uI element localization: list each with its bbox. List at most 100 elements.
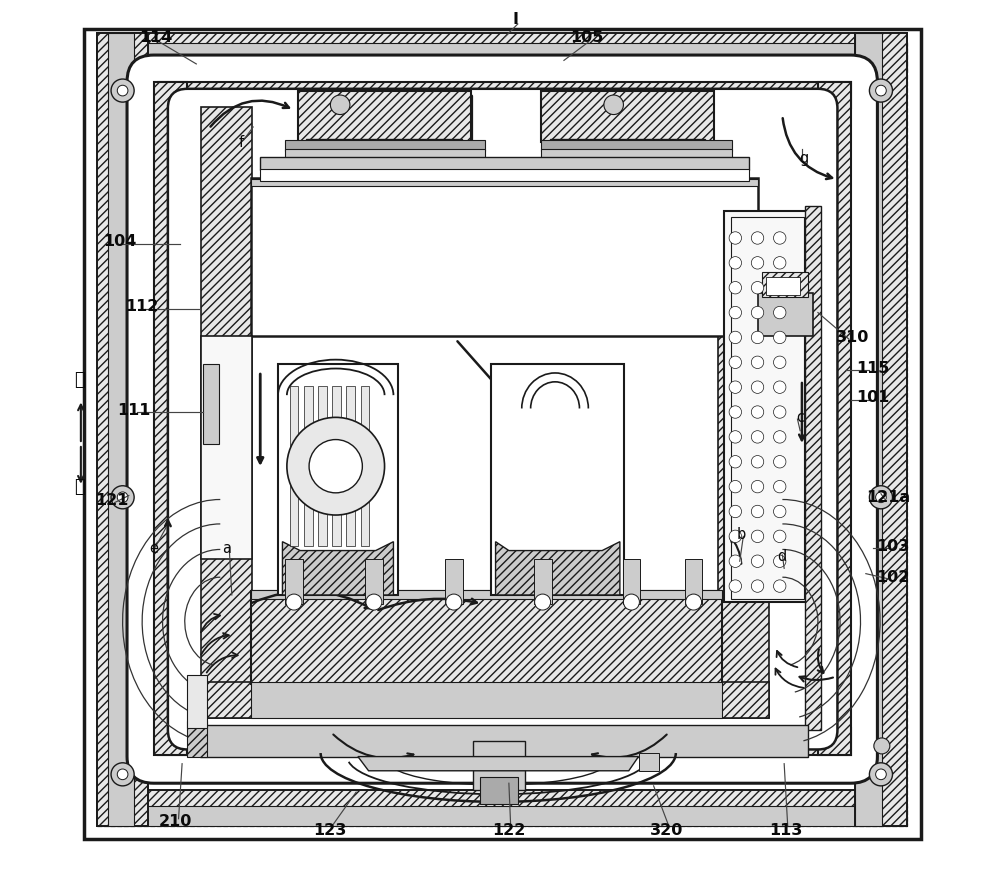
Circle shape <box>774 580 786 592</box>
Bar <box>201 682 769 718</box>
Circle shape <box>876 769 886 780</box>
Circle shape <box>774 257 786 269</box>
Bar <box>550 139 705 160</box>
Bar <box>762 272 808 297</box>
Text: I: I <box>512 12 518 27</box>
Bar <box>491 364 624 595</box>
Text: 114: 114 <box>139 30 172 44</box>
Circle shape <box>729 431 742 443</box>
Circle shape <box>729 381 742 393</box>
Polygon shape <box>358 757 639 771</box>
Bar <box>201 107 252 718</box>
Circle shape <box>774 456 786 468</box>
Bar <box>97 790 907 826</box>
Circle shape <box>729 331 742 344</box>
Text: 121a: 121a <box>866 490 910 504</box>
Polygon shape <box>158 82 851 108</box>
Circle shape <box>729 232 742 244</box>
Circle shape <box>686 594 702 610</box>
Circle shape <box>751 356 764 369</box>
Text: 121: 121 <box>95 494 129 508</box>
Bar <box>541 149 732 162</box>
Circle shape <box>751 555 764 567</box>
Circle shape <box>729 505 742 518</box>
Bar <box>97 33 148 826</box>
Text: 310: 310 <box>836 330 869 345</box>
Circle shape <box>751 456 764 468</box>
Circle shape <box>774 530 786 543</box>
Circle shape <box>751 232 764 244</box>
Circle shape <box>309 440 362 493</box>
Circle shape <box>774 331 786 344</box>
Bar <box>251 179 758 186</box>
Bar <box>97 43 907 72</box>
Bar <box>480 777 518 804</box>
Circle shape <box>604 95 623 115</box>
Bar <box>187 721 207 757</box>
Circle shape <box>366 594 382 610</box>
FancyBboxPatch shape <box>127 55 877 783</box>
Text: e: e <box>149 542 158 556</box>
Circle shape <box>117 769 128 780</box>
Polygon shape <box>496 542 620 595</box>
Polygon shape <box>818 82 851 755</box>
Text: 103: 103 <box>876 539 909 553</box>
Circle shape <box>729 456 742 468</box>
Circle shape <box>876 85 886 96</box>
Bar <box>361 386 369 546</box>
Bar <box>855 33 882 826</box>
Text: 122: 122 <box>492 823 526 837</box>
Circle shape <box>774 232 786 244</box>
Circle shape <box>774 555 786 567</box>
Text: 101: 101 <box>856 391 890 405</box>
Bar <box>251 682 722 718</box>
Text: 123: 123 <box>313 823 346 837</box>
Text: 上: 上 <box>75 371 85 389</box>
Polygon shape <box>154 82 187 755</box>
Circle shape <box>874 738 890 754</box>
FancyBboxPatch shape <box>168 89 837 749</box>
Circle shape <box>729 281 742 294</box>
Circle shape <box>774 406 786 418</box>
Bar <box>187 675 207 728</box>
Bar <box>298 91 471 142</box>
Bar <box>855 33 907 826</box>
Circle shape <box>869 763 892 786</box>
Bar <box>724 211 811 602</box>
Circle shape <box>535 594 551 610</box>
Bar <box>346 386 355 546</box>
Circle shape <box>876 492 886 503</box>
Text: 112: 112 <box>125 299 159 313</box>
Circle shape <box>774 281 786 294</box>
Circle shape <box>117 492 128 503</box>
Circle shape <box>729 555 742 567</box>
Bar <box>251 590 722 599</box>
Bar <box>278 364 398 595</box>
Circle shape <box>751 406 764 418</box>
Bar <box>473 741 525 790</box>
Circle shape <box>729 406 742 418</box>
Text: d: d <box>777 550 786 564</box>
Bar <box>318 386 327 546</box>
Text: b: b <box>737 527 746 542</box>
Bar <box>203 364 219 444</box>
Bar <box>285 140 485 151</box>
Circle shape <box>774 505 786 518</box>
Bar <box>766 277 800 295</box>
Bar <box>541 140 732 151</box>
Circle shape <box>751 480 764 493</box>
Circle shape <box>774 306 786 319</box>
Text: 115: 115 <box>856 361 890 376</box>
Circle shape <box>729 480 742 493</box>
Circle shape <box>774 431 786 443</box>
Circle shape <box>623 594 639 610</box>
Circle shape <box>774 381 786 393</box>
Circle shape <box>729 257 742 269</box>
Text: 210: 210 <box>159 814 193 829</box>
Circle shape <box>869 79 892 102</box>
Text: 320: 320 <box>650 823 684 837</box>
Circle shape <box>751 331 764 344</box>
Bar <box>285 559 303 604</box>
Polygon shape <box>282 542 393 595</box>
Circle shape <box>330 95 350 115</box>
